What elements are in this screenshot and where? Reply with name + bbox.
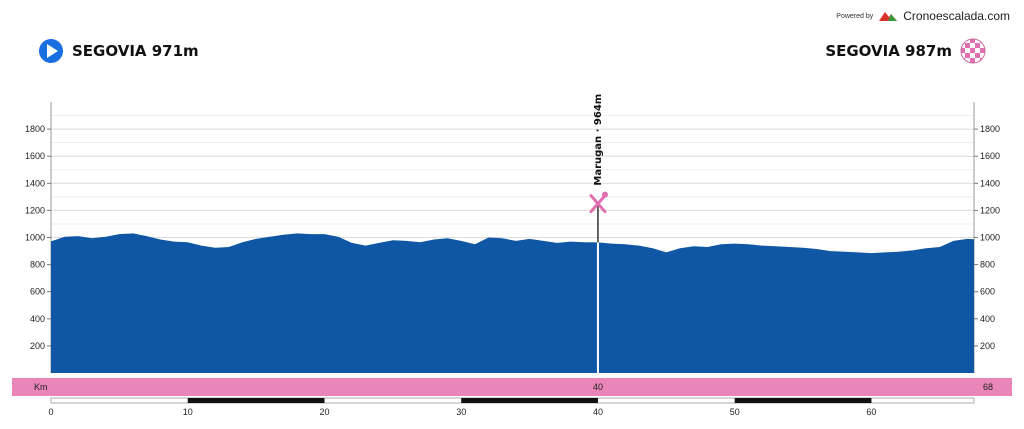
- y-tick-label: 1000: [25, 233, 45, 243]
- y-tick-label: 600: [30, 287, 45, 297]
- x-tick-label: 40: [593, 407, 603, 417]
- waypoint-markers: Marugan · 964m: [589, 94, 608, 373]
- km-band-background: [12, 378, 1012, 396]
- brand-link[interactable]: Cronoescalada.com: [903, 9, 1010, 23]
- y-tick-label: 1800: [980, 124, 1000, 134]
- checkered-flag-icon: [960, 38, 986, 64]
- y-tick-label: 1200: [25, 205, 45, 215]
- x-tick-label: 10: [183, 407, 193, 417]
- x-tick-label: 60: [866, 407, 876, 417]
- play-circle-icon: [39, 39, 63, 63]
- km-total-label: 68: [983, 382, 993, 392]
- km-band: Km 68 40: [12, 378, 1012, 396]
- powered-by-text: Powered by: [836, 12, 874, 20]
- y-tick-label: 1400: [980, 178, 1000, 188]
- x-tick-label: 20: [319, 407, 329, 417]
- finish-point: SEGOVIA 987m: [825, 38, 986, 64]
- left-elevation-axis: 200 400 600 800 1000 1200 1400 1600 1800: [25, 102, 52, 373]
- y-tick-label: 1400: [25, 178, 45, 188]
- x-tick-label: 30: [456, 407, 466, 417]
- y-tick-label: 1200: [980, 205, 1000, 215]
- start-point: SEGOVIA 971m: [38, 38, 199, 64]
- y-tick-label: 400: [980, 314, 995, 324]
- powered-by: Powered by Cronoescalada.com: [836, 9, 1010, 23]
- x-tick-label: 50: [730, 407, 740, 417]
- fork-stroke: [589, 194, 607, 214]
- y-tick-label: 1600: [25, 151, 45, 161]
- waypoint-km-label: 40: [593, 382, 603, 392]
- km-axis-label: Km: [34, 382, 48, 392]
- right-elevation-axis: 200 400 600 800 1000 1200 1400 1600 1800: [973, 102, 1000, 373]
- y-tick-label: 1800: [25, 124, 45, 134]
- start-label: SEGOVIA 971m: [72, 42, 199, 60]
- distance-scale-bar: 0 10 20 30 40 50 60: [48, 397, 975, 417]
- x-tick-label: 0: [48, 407, 53, 417]
- y-tick-label: 800: [30, 260, 45, 270]
- y-tick-label: 1600: [980, 151, 1000, 161]
- elevation-profile-area: [51, 233, 974, 373]
- scale-bar-segment: [734, 398, 872, 403]
- y-tick-label: 800: [980, 260, 995, 270]
- mountain-logo-icon: [879, 12, 898, 21]
- fork-knife-icon: [589, 191, 608, 214]
- y-tick-label: 600: [980, 287, 995, 297]
- y-tick-label: 200: [980, 341, 995, 351]
- finish-label: SEGOVIA 987m: [825, 42, 952, 60]
- y-tick-label: 400: [30, 314, 45, 324]
- scale-bar-segment: [461, 398, 598, 403]
- waypoint-label: Marugan · 964m: [593, 94, 604, 186]
- y-tick-label: 1000: [980, 233, 1000, 243]
- fork-head: [601, 191, 608, 198]
- scale-bar-segment: [187, 398, 325, 403]
- y-tick-label: 200: [30, 341, 45, 351]
